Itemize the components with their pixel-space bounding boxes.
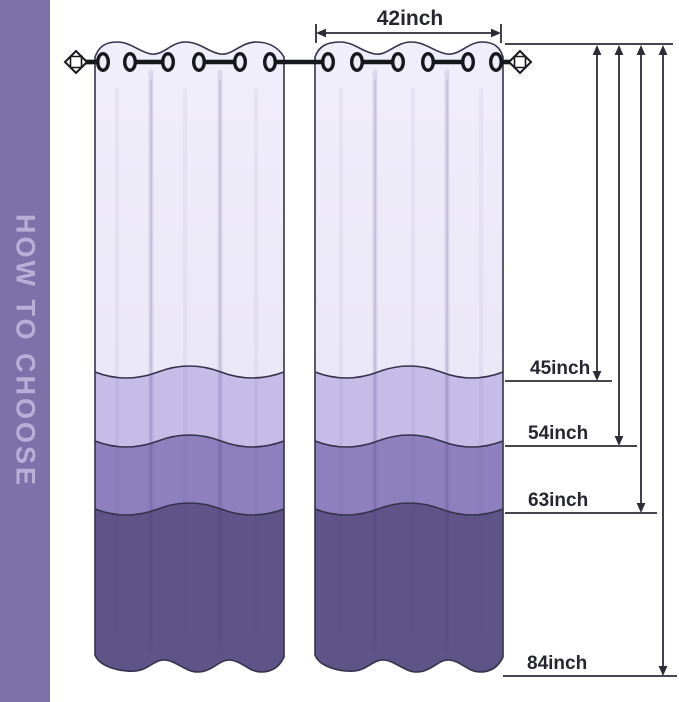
curtain-left-outline (94, 41, 285, 673)
grommet-icon (489, 52, 504, 73)
curtain-right-outline (314, 41, 504, 673)
grommets (95, 52, 504, 73)
sidebar-title: HOW TO CHOOSE (10, 213, 41, 488)
length-63-label: 63inch (528, 490, 589, 511)
grommet-icon (350, 52, 365, 73)
curtain-right-band-4 (315, 503, 503, 672)
grommet-icon (421, 52, 436, 73)
sidebar-banner: HOW TO CHOOSE (0, 0, 50, 702)
grommet-icon (232, 52, 247, 73)
length-dimension-lines (503, 43, 677, 677)
length-54-label: 54inch (528, 423, 589, 444)
length-45-label: 45inch (530, 358, 591, 379)
grommet-icon (263, 52, 278, 73)
width-dimension-arrow (315, 24, 502, 43)
curtain-left-folds (115, 69, 258, 651)
grommet-icon (461, 52, 476, 73)
finial-right-icon (504, 49, 533, 75)
grommet-icon (95, 52, 110, 73)
length-84-label: 84inch (527, 653, 588, 674)
width-dimension-label: 42inch (376, 7, 444, 30)
grommet-icon (391, 52, 406, 73)
grommet-icon (321, 52, 336, 73)
curtain-panel-left (94, 41, 285, 673)
grommet-icon (122, 52, 137, 73)
curtain-right-folds (339, 69, 483, 651)
curtain-panel-right (314, 41, 504, 673)
grommet-icon (160, 52, 175, 73)
curtain-left-band-4 (95, 503, 284, 672)
grommet-icon (191, 52, 206, 73)
finial-left-icon (63, 49, 93, 75)
